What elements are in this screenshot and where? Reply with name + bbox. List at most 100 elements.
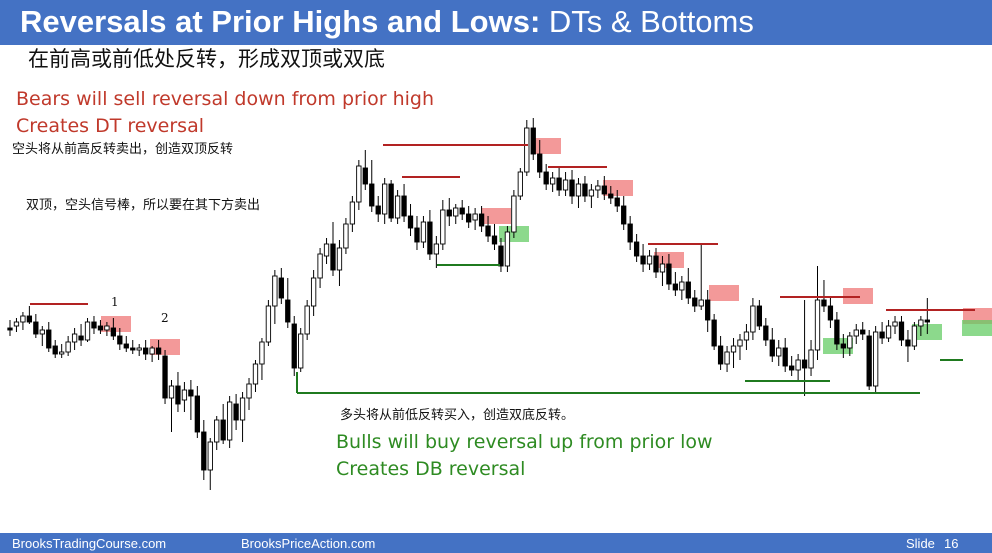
price-bars bbox=[7, 118, 930, 490]
candle-81 bbox=[530, 118, 536, 160]
candle-115 bbox=[750, 298, 756, 340]
swing-label-2: 2 bbox=[161, 311, 169, 325]
footer-site-left: BrooksTradingCourse.com bbox=[12, 536, 167, 551]
candle-55 bbox=[362, 150, 368, 190]
candle-119 bbox=[776, 340, 782, 366]
candle-44 bbox=[291, 316, 297, 376]
candle-77 bbox=[504, 226, 511, 272]
candle-19 bbox=[130, 340, 136, 354]
candle-106 bbox=[692, 290, 698, 312]
double-top-note-cn: 双顶，空头信号棒，所以要在其下方卖出 bbox=[26, 198, 261, 213]
candle-92 bbox=[601, 176, 607, 200]
candle-68 bbox=[446, 198, 452, 226]
candle-89 bbox=[582, 176, 588, 202]
candle-45 bbox=[298, 328, 304, 372]
candle-78 bbox=[511, 190, 517, 238]
candle-75 bbox=[491, 224, 498, 250]
candle-120 bbox=[782, 338, 788, 372]
candle-86 bbox=[562, 172, 569, 196]
candle-32 bbox=[214, 416, 220, 450]
candle-58 bbox=[382, 178, 388, 224]
candle-114 bbox=[743, 324, 750, 350]
candle-124 bbox=[808, 340, 814, 376]
candle-62 bbox=[407, 204, 414, 236]
candle-51 bbox=[336, 240, 343, 286]
candle-1 bbox=[13, 318, 20, 332]
candle-67 bbox=[440, 200, 446, 250]
candle-87 bbox=[569, 170, 575, 204]
candle-128 bbox=[834, 312, 840, 350]
bull-annotation-cn: 多头将从前低反转买入，创造双底反转。 bbox=[340, 408, 575, 423]
candle-46 bbox=[304, 300, 310, 340]
candle-40 bbox=[265, 300, 272, 346]
candle-13 bbox=[91, 316, 97, 334]
candle-80 bbox=[524, 120, 530, 176]
candle-31 bbox=[207, 438, 213, 490]
candle-140 bbox=[911, 322, 918, 350]
candle-82 bbox=[537, 140, 543, 178]
candle-35 bbox=[233, 394, 239, 430]
candle-125 bbox=[814, 266, 821, 360]
candle-22 bbox=[149, 346, 155, 362]
candle-3 bbox=[26, 306, 33, 324]
slide-title-bold: Reversals at Prior Highs and Lows: bbox=[20, 4, 541, 39]
candle-84 bbox=[549, 172, 556, 192]
candle-70 bbox=[459, 200, 465, 220]
candle-95 bbox=[621, 196, 627, 230]
candle-69 bbox=[453, 204, 459, 224]
candle-103 bbox=[672, 272, 679, 296]
candle-37 bbox=[246, 378, 252, 410]
candle-23 bbox=[155, 340, 162, 360]
candle-107 bbox=[698, 244, 704, 310]
candle-18 bbox=[123, 336, 129, 352]
slide-title-rest: DTs & Bottoms bbox=[540, 4, 754, 39]
candle-100 bbox=[653, 248, 659, 278]
candle-8 bbox=[59, 344, 65, 358]
candle-138 bbox=[898, 316, 905, 346]
candle-102 bbox=[666, 254, 672, 290]
candle-136 bbox=[885, 320, 892, 342]
title-bar: Reversals at Prior Highs and Lows: DTs &… bbox=[0, 0, 992, 45]
candle-98 bbox=[640, 244, 646, 272]
candle-34 bbox=[226, 396, 233, 448]
candle-56 bbox=[369, 160, 375, 212]
candle-113 bbox=[737, 334, 743, 360]
candle-72 bbox=[472, 208, 478, 230]
candle-104 bbox=[679, 276, 685, 300]
candle-59 bbox=[388, 180, 394, 222]
candle-20 bbox=[136, 344, 142, 356]
candle-61 bbox=[401, 184, 407, 222]
candle-12 bbox=[84, 318, 91, 342]
bear-annotation: Bears will sell reversal down from prior… bbox=[16, 86, 434, 140]
candle-49 bbox=[323, 238, 330, 264]
candle-17 bbox=[117, 328, 123, 350]
candle-85 bbox=[556, 168, 562, 196]
candle-66 bbox=[433, 236, 440, 268]
candle-96 bbox=[627, 216, 633, 250]
footer-slide-number: 16 bbox=[944, 536, 959, 551]
candle-36 bbox=[239, 392, 246, 442]
candle-63 bbox=[414, 216, 420, 250]
candle-131 bbox=[853, 324, 859, 344]
candle-2 bbox=[20, 312, 26, 330]
candle-99 bbox=[646, 250, 653, 270]
candle-90 bbox=[588, 184, 595, 208]
sell-signal-6 bbox=[709, 285, 739, 301]
bull-annotation: Bulls will buy reversal up from prior lo… bbox=[336, 429, 713, 483]
candle-93 bbox=[608, 186, 614, 204]
candle-64 bbox=[420, 216, 427, 248]
candle-116 bbox=[756, 300, 763, 330]
candle-29 bbox=[194, 386, 200, 438]
candle-97 bbox=[633, 234, 640, 262]
footer-bar: BrooksTradingCourse.com BrooksPriceActio… bbox=[0, 533, 992, 553]
candle-91 bbox=[595, 180, 601, 198]
candle-135 bbox=[879, 322, 885, 344]
candle-25 bbox=[168, 380, 175, 432]
candle-127 bbox=[827, 296, 834, 328]
candle-9 bbox=[65, 336, 71, 356]
candle-42 bbox=[278, 268, 284, 304]
candle-133 bbox=[866, 330, 872, 390]
candle-28 bbox=[188, 380, 194, 420]
candle-121 bbox=[789, 356, 795, 376]
